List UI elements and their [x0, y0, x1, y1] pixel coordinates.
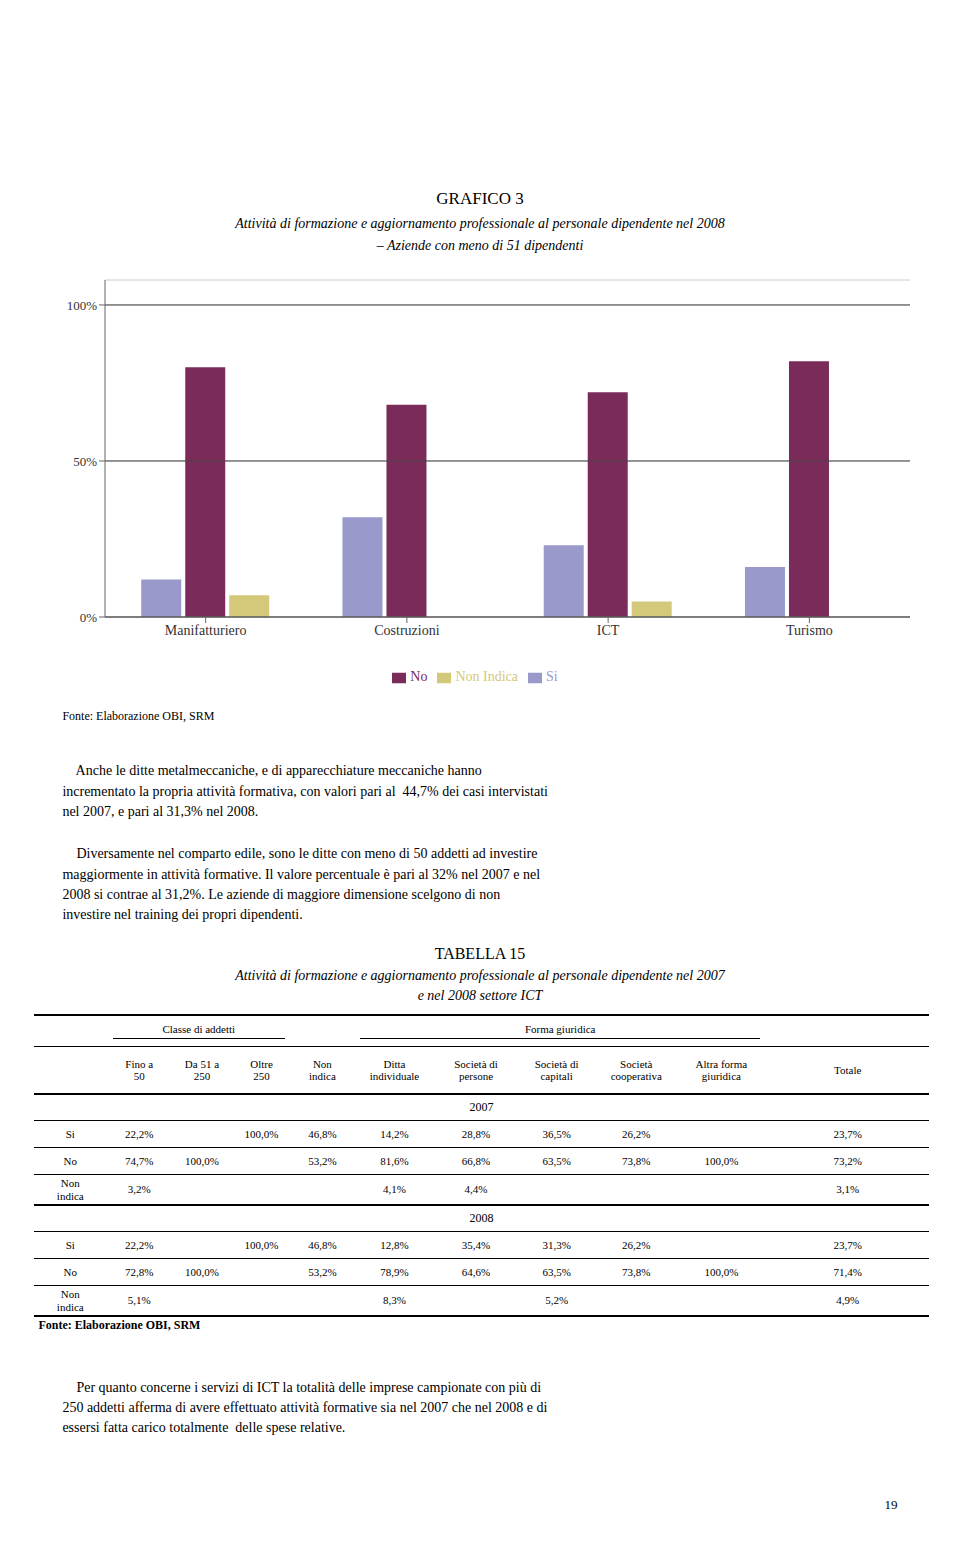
- html-text:26,2%: 26,2%: [622, 1239, 651, 1252]
- html-text:Società cooperativa: Società cooperativa: [610, 1057, 662, 1083]
- html-text:2008: 2008: [469, 1210, 494, 1225]
- html-text:35,4%: 35,4%: [461, 1239, 491, 1252]
- svg-text:Costruzioni: Costruzioni: [374, 623, 439, 638]
- html-text:46,8%: 46,8%: [308, 1128, 337, 1141]
- html-text:Da 51 a 250: Da 51 a 250: [184, 1057, 220, 1083]
- html-text:31,3%: 31,3%: [542, 1239, 571, 1252]
- html-text:Società di capitali: Società di capitali: [534, 1057, 579, 1083]
- html-text:36,5%: 36,5%: [542, 1128, 571, 1141]
- html-text:74,7%: 74,7%: [125, 1155, 154, 1168]
- html-text:Fonte: Elaborazione OBI, SRM: Fonte: Elaborazione OBI, SRM: [62, 708, 215, 723]
- html-text:No: No: [410, 669, 428, 684]
- html-text:3,2%: 3,2%: [127, 1183, 151, 1196]
- html-text:72,8%: 72,8%: [125, 1266, 154, 1279]
- html-text:Classe di addetti: Classe di addetti: [162, 1023, 236, 1036]
- html-text:Oltre 250: Oltre 250: [250, 1057, 273, 1083]
- html-text:Si: Si: [65, 1239, 75, 1252]
- html-text:Fonte: Elaborazione OBI, SRM: Fonte: Elaborazione OBI, SRM: [38, 1317, 201, 1332]
- html-text:63,5%: 63,5%: [542, 1266, 571, 1279]
- html-text:71,4%: 71,4%: [833, 1266, 862, 1279]
- html-text:– Aziende con meno di 51 dipen: – Aziende con meno di 51 dipendenti: [376, 237, 584, 253]
- html-text:4,4%: 4,4%: [464, 1183, 488, 1196]
- html-text:5,2%: 5,2%: [545, 1294, 568, 1307]
- html-text:81,6%: 81,6%: [380, 1155, 409, 1168]
- html-text:73,2%: 73,2%: [833, 1155, 862, 1168]
- html-text:66,8%: 66,8%: [461, 1155, 491, 1168]
- html-text:78,9%: 78,9%: [380, 1266, 409, 1279]
- html-text:TABELLA 15: TABELLA 15: [434, 945, 526, 963]
- html-text:Anche le ditte metalmeccaniche: Anche le ditte metalmeccaniche, e di app…: [62, 763, 548, 819]
- html-text:73,8%: 73,8%: [622, 1266, 651, 1279]
- svg-text:ICT: ICT: [597, 623, 620, 638]
- html-text:100,0%: 100,0%: [704, 1155, 739, 1168]
- html-text:Per quanto concerne i servizi: Per quanto concerne i servizi di ICT la …: [62, 1379, 548, 1436]
- html-text:63,5%: 63,5%: [542, 1155, 571, 1168]
- html-text:26,2%: 26,2%: [622, 1128, 651, 1141]
- html-text:2007: 2007: [469, 1099, 494, 1114]
- html-text:8,3%: 8,3%: [383, 1294, 406, 1307]
- html-text:Ditta individuale: Ditta individuale: [369, 1057, 420, 1083]
- html-text:No: No: [63, 1266, 77, 1279]
- html-text:4,9%: 4,9%: [836, 1294, 860, 1307]
- html-text:23,7%: 23,7%: [833, 1239, 862, 1252]
- html-text:5,1%: 5,1%: [127, 1294, 151, 1307]
- svg-text:0%: 0%: [80, 610, 98, 625]
- html-text:53,2%: 53,2%: [308, 1155, 337, 1168]
- html-text:3,1%: 3,1%: [836, 1183, 860, 1196]
- svg-text:100%: 100%: [67, 298, 98, 313]
- html-text:23,7%: 23,7%: [833, 1128, 862, 1141]
- html-text:Non indica: Non indica: [56, 1288, 84, 1313]
- svg-text:Manifatturiero: Manifatturiero: [165, 623, 247, 638]
- html-text:64,6%: 64,6%: [461, 1266, 491, 1279]
- html-text:Non indica: Non indica: [56, 1177, 84, 1202]
- html-text:Attività di formazione e aggio: Attività di formazione e aggiornamento p…: [235, 216, 725, 231]
- html-text:14,2%: 14,2%: [380, 1128, 409, 1141]
- html-text:100,0%: 100,0%: [244, 1239, 279, 1252]
- html-text:Attività di formazione e aggio: Attività di formazione e aggiornamento p…: [235, 968, 725, 983]
- html-text:100,0%: 100,0%: [244, 1128, 279, 1141]
- html-text:No: No: [63, 1155, 77, 1168]
- html-text:Società di persone: Società di persone: [454, 1057, 498, 1083]
- html-text:22,2%: 22,2%: [125, 1239, 154, 1252]
- svg-text:50%: 50%: [73, 454, 97, 469]
- html-text:e nel 2008 settore ICT: e nel 2008 settore ICT: [417, 988, 543, 1003]
- html-text:100,0%: 100,0%: [185, 1155, 219, 1168]
- html-text:Non Indica: Non Indica: [455, 669, 518, 684]
- html-text:12,8%: 12,8%: [380, 1239, 409, 1252]
- html-text:4,1%: 4,1%: [383, 1183, 406, 1196]
- html-text:Si: Si: [65, 1128, 75, 1141]
- html-text:Totale: Totale: [834, 1063, 862, 1076]
- html-text:22,2%: 22,2%: [125, 1128, 154, 1141]
- html-text:GRAFICO 3: GRAFICO 3: [436, 189, 524, 209]
- html-text:100,0%: 100,0%: [704, 1266, 739, 1279]
- html-text:53,2%: 53,2%: [308, 1266, 337, 1279]
- html-text:Forma giuridica: Forma giuridica: [524, 1023, 596, 1036]
- html-text:46,8%: 46,8%: [308, 1239, 337, 1252]
- html-text:73,8%: 73,8%: [622, 1155, 651, 1168]
- html-text:19: 19: [884, 1497, 898, 1513]
- html-text:100,0%: 100,0%: [185, 1266, 219, 1279]
- html-text:Non indica: Non indica: [309, 1057, 336, 1083]
- html-text:Diversamente nel comparto edil: Diversamente nel comparto edile, sono le…: [62, 846, 541, 923]
- html-text:Si: Si: [546, 669, 558, 684]
- html-text:Fino a 50: Fino a 50: [125, 1057, 154, 1083]
- html-text:Altra forma giuridica: Altra forma giuridica: [695, 1057, 748, 1083]
- svg-text:Turismo: Turismo: [786, 623, 833, 638]
- html-text:28,8%: 28,8%: [461, 1128, 491, 1141]
